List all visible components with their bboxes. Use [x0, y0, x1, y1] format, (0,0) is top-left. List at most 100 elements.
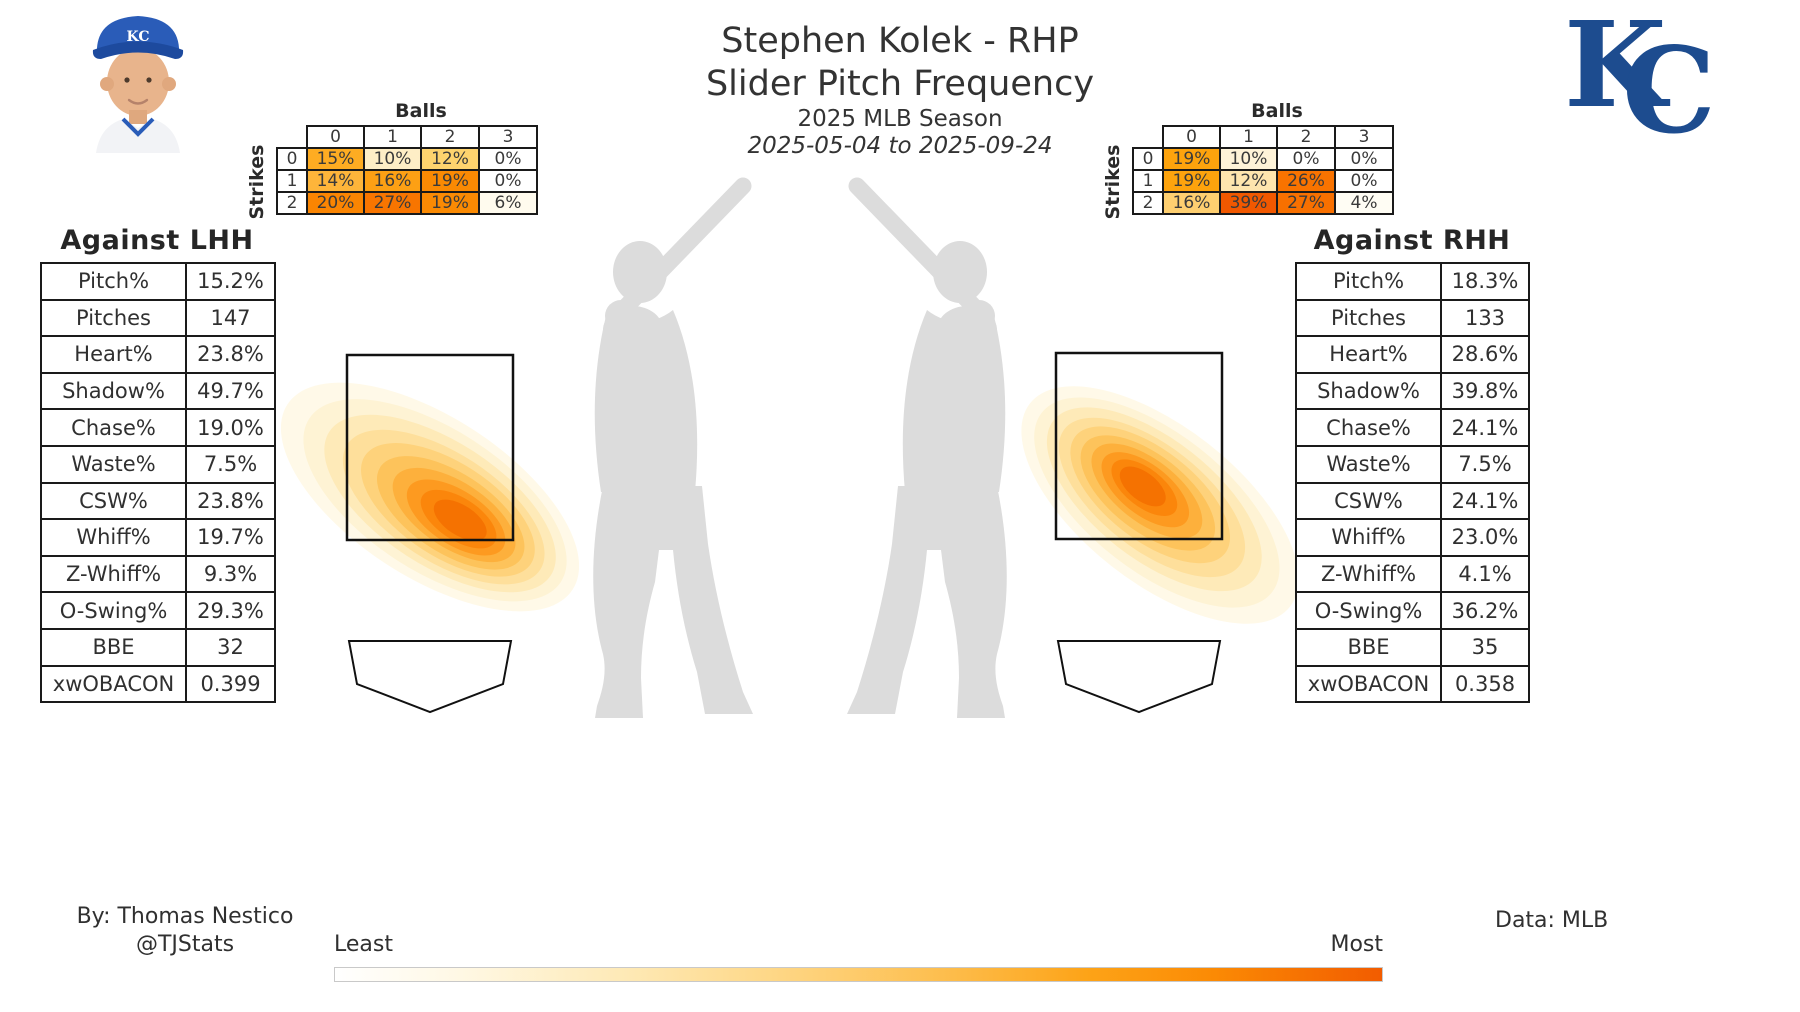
stat-label: O-Swing%: [40, 591, 187, 630]
count-cell: 16%: [1162, 191, 1221, 215]
strikes-axis-label: Strikes: [1102, 144, 1124, 220]
count-cell: 0%: [1334, 169, 1394, 193]
cap-brim: [92, 41, 184, 59]
stat-label: Pitch%: [1295, 262, 1442, 301]
heading-against-rhh: Against RHH: [1313, 225, 1511, 256]
stat-value: 29.3%: [185, 591, 276, 630]
stat-value: 7.5%: [185, 444, 276, 484]
stat-value: 28.6%: [1440, 335, 1530, 374]
stat-label: Whiff%: [1295, 518, 1442, 557]
table-row: Chase% 24.1%: [1295, 408, 1530, 447]
stat-value: 39.8%: [1440, 371, 1530, 411]
stat-value: 49.7%: [185, 371, 276, 411]
stat-value: 9.3%: [185, 554, 276, 594]
stat-value: 19.7%: [185, 518, 276, 557]
table-row: Z-Whiff% 9.3%: [40, 554, 276, 594]
strikes-axis-label: Strikes: [246, 144, 268, 220]
count-cell: 14%: [306, 169, 365, 193]
page-title-line1: Stephen Kolek - RHP: [721, 21, 1079, 61]
stat-label: Pitches: [40, 298, 187, 338]
table-row: BBE 35: [1295, 627, 1530, 667]
count-cell: 10%: [1219, 147, 1278, 171]
stat-value: 15.2%: [185, 262, 276, 301]
count-cell: 16%: [363, 169, 422, 193]
count-grid-rhh: 0 1 2 3 0 19% 10% 0% 0% 1 19% 12% 26% 0%…: [1132, 125, 1394, 215]
col-header: 1: [1219, 125, 1278, 149]
col-header: 1: [363, 125, 422, 149]
col-header: 3: [478, 125, 538, 149]
stat-label: Pitches: [1295, 298, 1442, 338]
stat-value: 35: [1440, 627, 1530, 667]
table-row: Waste% 7.5%: [1295, 444, 1530, 484]
stat-label: Z-Whiff%: [40, 554, 187, 594]
logo-letter-c: C: [1622, 21, 1716, 160]
kde-heatmap-lhh: [280, 382, 580, 612]
count-cell: 0%: [1276, 147, 1336, 171]
row-header: 1: [1132, 169, 1164, 193]
count-cell: 19%: [1162, 147, 1221, 171]
count-cell: 15%: [306, 147, 365, 171]
home-plate-lhh: [347, 640, 513, 714]
table-row: Shadow% 49.7%: [40, 371, 276, 411]
table-row: Heart% 28.6%: [1295, 335, 1530, 374]
row-header: 1: [276, 169, 308, 193]
table-row: Heart% 23.8%: [40, 335, 276, 374]
table-row: Chase% 19.0%: [40, 408, 276, 447]
balls-axis-label: Balls: [395, 100, 447, 122]
stat-label: Heart%: [40, 335, 187, 374]
table-row: O-Swing% 36.2%: [1295, 591, 1530, 630]
count-cell: 26%: [1276, 169, 1336, 193]
stat-value: 32: [185, 627, 276, 667]
table-row: Whiff% 23.0%: [1295, 518, 1530, 557]
table-row: O-Swing% 29.3%: [40, 591, 276, 630]
stat-value: 0.399: [185, 664, 276, 704]
player-headshot: KC: [92, 16, 184, 153]
stat-label: xwOBACON: [40, 664, 187, 704]
balls-axis-label: Balls: [1251, 100, 1303, 122]
col-header: 3: [1334, 125, 1394, 149]
count-table-lhh: Balls Strikes 0 1 2 3 0 15% 10% 12% 0% 1…: [246, 100, 546, 227]
table-row: Pitch% 18.3%: [1295, 262, 1530, 301]
table-row: CSW% 24.1%: [1295, 481, 1530, 521]
stat-value: 23.0%: [1440, 518, 1530, 557]
count-cell: 12%: [1219, 169, 1278, 193]
stat-label: Z-Whiff%: [1295, 554, 1442, 594]
count-cell: 19%: [1162, 169, 1221, 193]
season-subtitle: 2025 MLB Season: [797, 106, 1003, 132]
col-header: 2: [420, 125, 480, 149]
row-header: 2: [276, 191, 308, 215]
table-row: Shadow% 39.8%: [1295, 371, 1530, 411]
stat-label: Shadow%: [40, 371, 187, 411]
table-row: Pitch% 15.2%: [40, 262, 276, 301]
col-header: 0: [306, 125, 365, 149]
stat-label: Whiff%: [40, 518, 187, 557]
stat-value: 0.358: [1440, 664, 1530, 704]
data-source-label: Data: MLB: [1495, 908, 1609, 933]
home-plate-rhh: [1056, 640, 1222, 714]
stat-label: CSW%: [1295, 481, 1442, 521]
batter-silhouette-left: [593, 186, 753, 718]
stat-label: Chase%: [1295, 408, 1442, 447]
kde-heatmap-rhh: [1021, 386, 1299, 624]
logo-letter-k: K: [1564, 0, 1667, 134]
table-row: Whiff% 19.7%: [40, 518, 276, 557]
stats-table-lhh: Pitch% 15.2% Pitches 147 Heart% 23.8% Shado…: [40, 262, 276, 704]
team-logo: K C: [1560, 6, 1730, 160]
stats-table-rhh: Pitch% 18.3% Pitches 133 Heart% 28.6% Shado…: [1295, 262, 1530, 704]
table-row: Waste% 7.5%: [40, 444, 276, 484]
count-cell: 12%: [420, 147, 480, 171]
credit-block: By: Thomas Nestico @TJStats: [55, 903, 315, 959]
date-range: 2025-05-04 to 2025-09-24: [747, 133, 1053, 159]
table-row: BBE 32: [40, 627, 276, 667]
stat-label: BBE: [40, 627, 187, 667]
count-cell: 0%: [478, 147, 538, 171]
stat-label: Chase%: [40, 408, 187, 447]
stat-value: 23.8%: [185, 481, 276, 521]
stat-label: xwOBACON: [1295, 664, 1442, 704]
count-cell: 19%: [420, 191, 480, 215]
stat-label: Waste%: [40, 444, 187, 484]
col-header: 0: [1162, 125, 1221, 149]
batter-silhouette-right: [847, 186, 1007, 718]
count-cell: 20%: [306, 191, 365, 215]
